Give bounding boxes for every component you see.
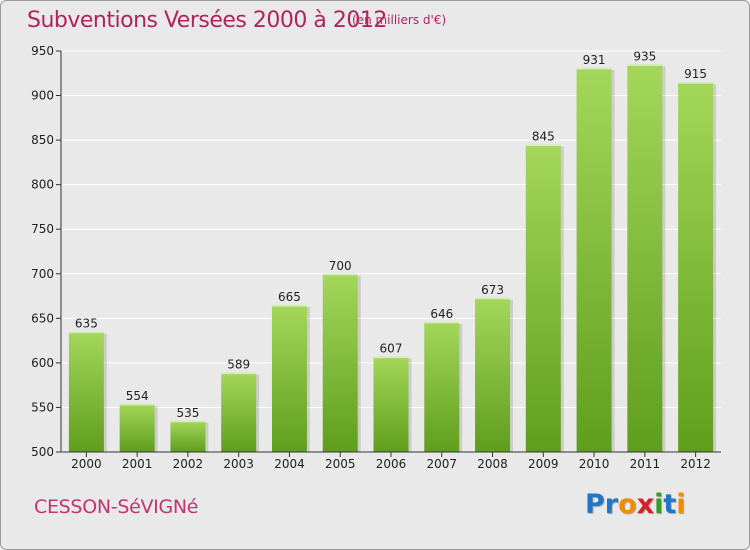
bar [68, 331, 104, 452]
bar-highlight [525, 144, 561, 147]
bar [170, 420, 206, 452]
bar-highlight [221, 372, 257, 375]
data-label: 607 [380, 342, 403, 356]
bar-highlight [678, 82, 714, 84]
y-tick-label: 700 [31, 267, 54, 281]
y-tick-label: 650 [31, 311, 54, 325]
logo-letter: i [676, 489, 686, 520]
y-tick-label: 800 [31, 178, 54, 192]
data-label: 665 [278, 290, 301, 304]
bar-highlight [68, 331, 104, 334]
bar-highlight [424, 321, 460, 324]
x-tick-label: 2000 [71, 457, 102, 471]
y-tick-label: 500 [31, 445, 54, 459]
bar [221, 372, 257, 452]
bar [678, 82, 714, 452]
logo-letter: o [618, 489, 637, 520]
chart-subtitle: (en milliers d'€) [352, 13, 447, 27]
x-tick-label: 2005 [325, 457, 356, 471]
bar-highlight [627, 64, 663, 66]
logo-letter: x [636, 489, 655, 520]
bar-highlight [475, 297, 511, 300]
x-tick-label: 2002 [173, 457, 204, 471]
proxiti-logo[interactable]: Proxiti [585, 489, 686, 520]
commune-name: CESSON-SéVIGNé [34, 496, 199, 518]
bar [475, 297, 511, 452]
bar-highlight [576, 67, 612, 70]
x-tick-label: 2003 [223, 457, 254, 471]
x-tick-label: 2011 [630, 457, 661, 471]
bar-highlight [119, 403, 155, 406]
data-label: 554 [126, 389, 149, 403]
data-label: 673 [481, 283, 504, 297]
y-tick-label: 600 [31, 356, 54, 370]
data-label: 915 [684, 67, 707, 81]
data-label: 845 [532, 130, 555, 144]
bar-highlight [373, 356, 409, 359]
bar-highlight [322, 273, 358, 276]
x-tick-label: 2012 [680, 457, 711, 471]
x-tick-label: 2007 [426, 457, 457, 471]
x-tick-label: 2001 [122, 457, 153, 471]
bar [627, 64, 663, 452]
chart-title: Subventions Versées 2000 à 2012 [27, 8, 387, 33]
bar-highlight [271, 304, 307, 307]
data-label: 635 [75, 317, 98, 331]
bar [271, 304, 307, 452]
bar [322, 273, 358, 452]
data-label: 535 [176, 406, 199, 420]
y-tick-label: 750 [31, 222, 54, 236]
y-tick-label: 900 [31, 89, 54, 103]
data-label: 935 [633, 49, 656, 63]
y-tick-label: 850 [31, 133, 54, 147]
logo-letter: r [604, 489, 619, 520]
bar-highlight [170, 420, 206, 423]
y-tick-label: 550 [31, 400, 54, 414]
x-tick-label: 2008 [477, 457, 508, 471]
bar [373, 356, 409, 452]
y-tick-label: 950 [31, 44, 54, 58]
data-label: 931 [583, 53, 606, 67]
x-tick-label: 2010 [579, 457, 610, 471]
bar [119, 403, 155, 452]
data-label: 700 [329, 259, 352, 273]
data-label: 646 [430, 307, 453, 321]
x-tick-label: 2009 [528, 457, 559, 471]
logo-letter: t [663, 489, 677, 520]
bar [424, 321, 460, 452]
logo-letter: i [654, 489, 664, 520]
data-label: 589 [227, 358, 250, 372]
bar [576, 67, 612, 452]
x-tick-label: 2006 [376, 457, 407, 471]
logo-letter: P [585, 489, 605, 520]
x-tick-label: 2004 [274, 457, 305, 471]
bar [525, 144, 561, 453]
